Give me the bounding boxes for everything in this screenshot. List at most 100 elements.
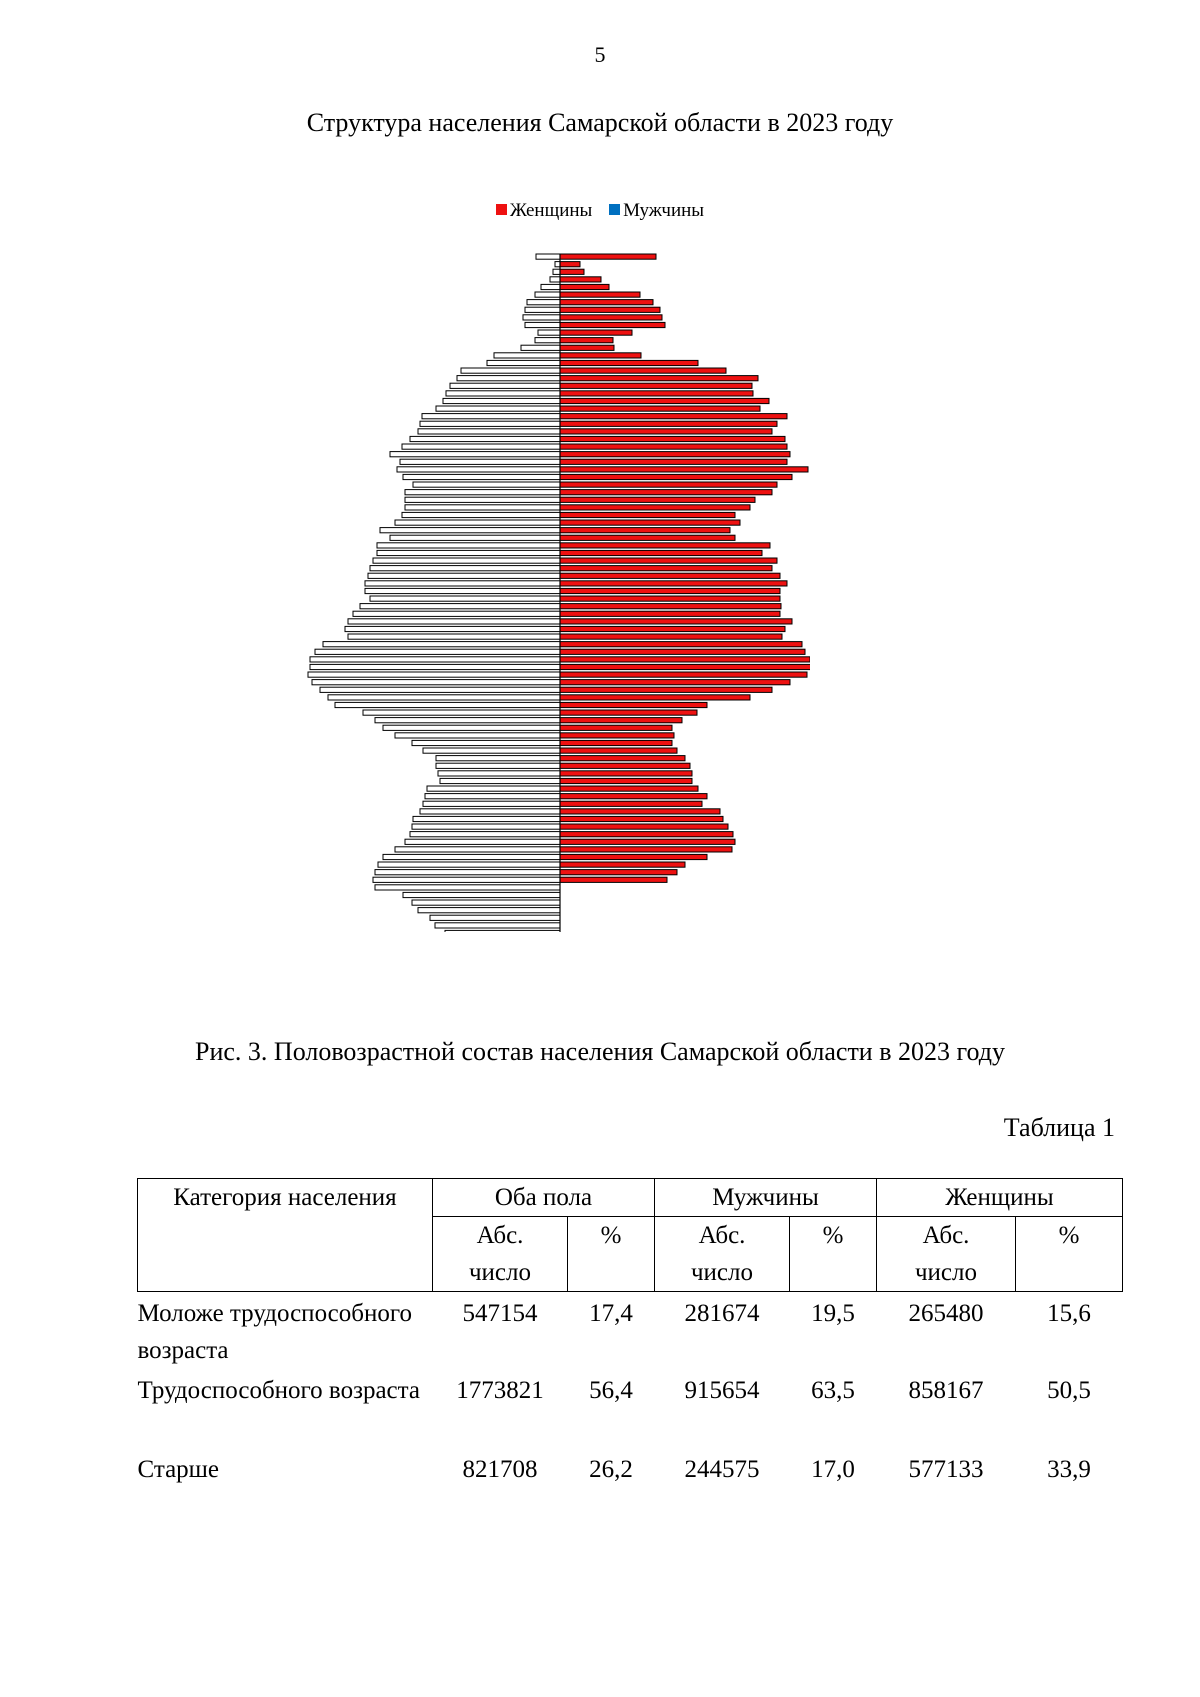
bar-women-27 [559,458,788,465]
bar-women-47 [559,610,781,617]
bar-women-51 [559,641,803,648]
bar-women-12 [559,344,615,351]
bar-women-73 [559,808,721,815]
bar-women-79 [559,853,708,861]
table-subheader-row: Абс. число % Абс. число % Абс. число % [138,1216,1124,1292]
bar-men-88 [434,922,561,929]
bar-women-37 [559,534,736,541]
bar-men-81 [374,869,561,876]
bar-men-46 [359,603,561,610]
bar-women-19 [559,397,770,405]
bar-men-50 [347,633,561,640]
bar-men-9 [524,321,561,329]
cell-value: 265480 [908,1300,984,1327]
bar-women-65 [559,747,678,754]
bar-men-56 [311,679,561,686]
subheader-abs: Абс. число [876,1216,1016,1292]
bar-women-54 [559,663,810,671]
bar-men-42 [367,572,561,579]
bar-women-7 [559,306,661,313]
bar-women-0 [559,253,657,260]
bar-women-36 [559,527,731,534]
bar-men-72 [422,800,561,807]
bar-men-85 [411,899,561,906]
population-pyramid-chart [307,253,810,932]
bar-men-78 [394,846,561,853]
bar-women-64 [559,739,673,747]
header-both-sexes: Оба пола [432,1178,655,1217]
bar-women-21 [559,413,788,420]
bar-women-75 [559,823,729,830]
bar-women-29 [559,473,793,481]
bar-men-37 [389,534,561,541]
bar-women-9 [559,321,666,329]
bar-men-5 [534,291,561,298]
cell-value: 63,5 [811,1377,855,1404]
cell-value: 15,6 [1047,1300,1091,1327]
legend-label-women: Женщины [509,200,593,221]
bar-women-38 [559,542,771,549]
bar-women-48 [559,618,793,625]
legend-item-men: Мужчины [609,200,704,222]
cell-value: 821708 [462,1456,538,1483]
bar-men-65 [422,747,561,754]
chart-title: Структура населения Самарской области в … [306,108,894,137]
bar-men-67 [435,762,561,769]
bar-men-27 [399,458,561,465]
bar-men-52 [314,648,561,655]
bar-women-8 [559,314,663,321]
chart-legend: Женщины Мужчины [0,200,1200,222]
bar-men-61 [374,717,561,724]
bar-women-1 [559,261,581,268]
bar-women-16 [559,375,759,382]
bar-women-63 [559,732,675,739]
bar-men-28 [396,466,561,473]
bar-men-17 [449,382,561,389]
bar-women-43 [559,580,788,587]
cell-value: 19,5 [811,1300,855,1327]
bar-women-69 [559,777,693,785]
bar-men-23 [417,428,561,435]
bar-men-2 [552,268,561,275]
bar-women-81 [559,869,678,876]
bar-women-66 [559,755,686,762]
header-category: Категория населения [137,1178,433,1292]
bar-men-8 [522,314,561,321]
bar-men-40 [372,557,561,564]
bar-men-66 [435,755,561,762]
header-women: Женщины [875,1178,1124,1217]
row-category: Трудоспособного возраста [137,1377,420,1404]
bar-men-63 [394,732,561,739]
legend-swatch-women [495,204,507,215]
bar-men-30 [412,481,561,488]
bar-men-35 [394,519,561,526]
bar-women-22 [559,420,778,427]
bar-men-62 [382,724,561,731]
bar-women-32 [559,496,756,503]
bar-women-2 [559,268,585,275]
table-row: Старше 821708 26,2 244575 17,0 577133 33… [138,1448,1123,1488]
bar-men-14 [486,359,561,367]
bar-women-39 [559,549,763,557]
bar-men-83 [374,884,561,891]
bar-men-16 [456,375,561,382]
bar-men-47 [352,610,561,617]
cell-value: 33,9 [1047,1456,1091,1483]
bar-women-40 [559,557,778,564]
bar-men-44 [364,587,561,595]
bar-women-46 [559,603,782,610]
bar-women-52 [559,648,806,655]
bar-men-18 [445,390,561,397]
bar-women-49 [559,625,786,633]
bar-women-24 [559,435,786,443]
bar-women-41 [559,565,773,572]
bar-women-50 [559,633,783,640]
bar-men-7 [524,306,561,313]
subheader-pct: % [567,1216,655,1292]
bar-men-6 [526,299,561,306]
bar-men-87 [429,914,561,921]
bar-men-51 [322,641,561,648]
bar-women-4 [559,283,610,291]
bar-women-62 [559,724,673,731]
bar-women-71 [559,793,708,800]
